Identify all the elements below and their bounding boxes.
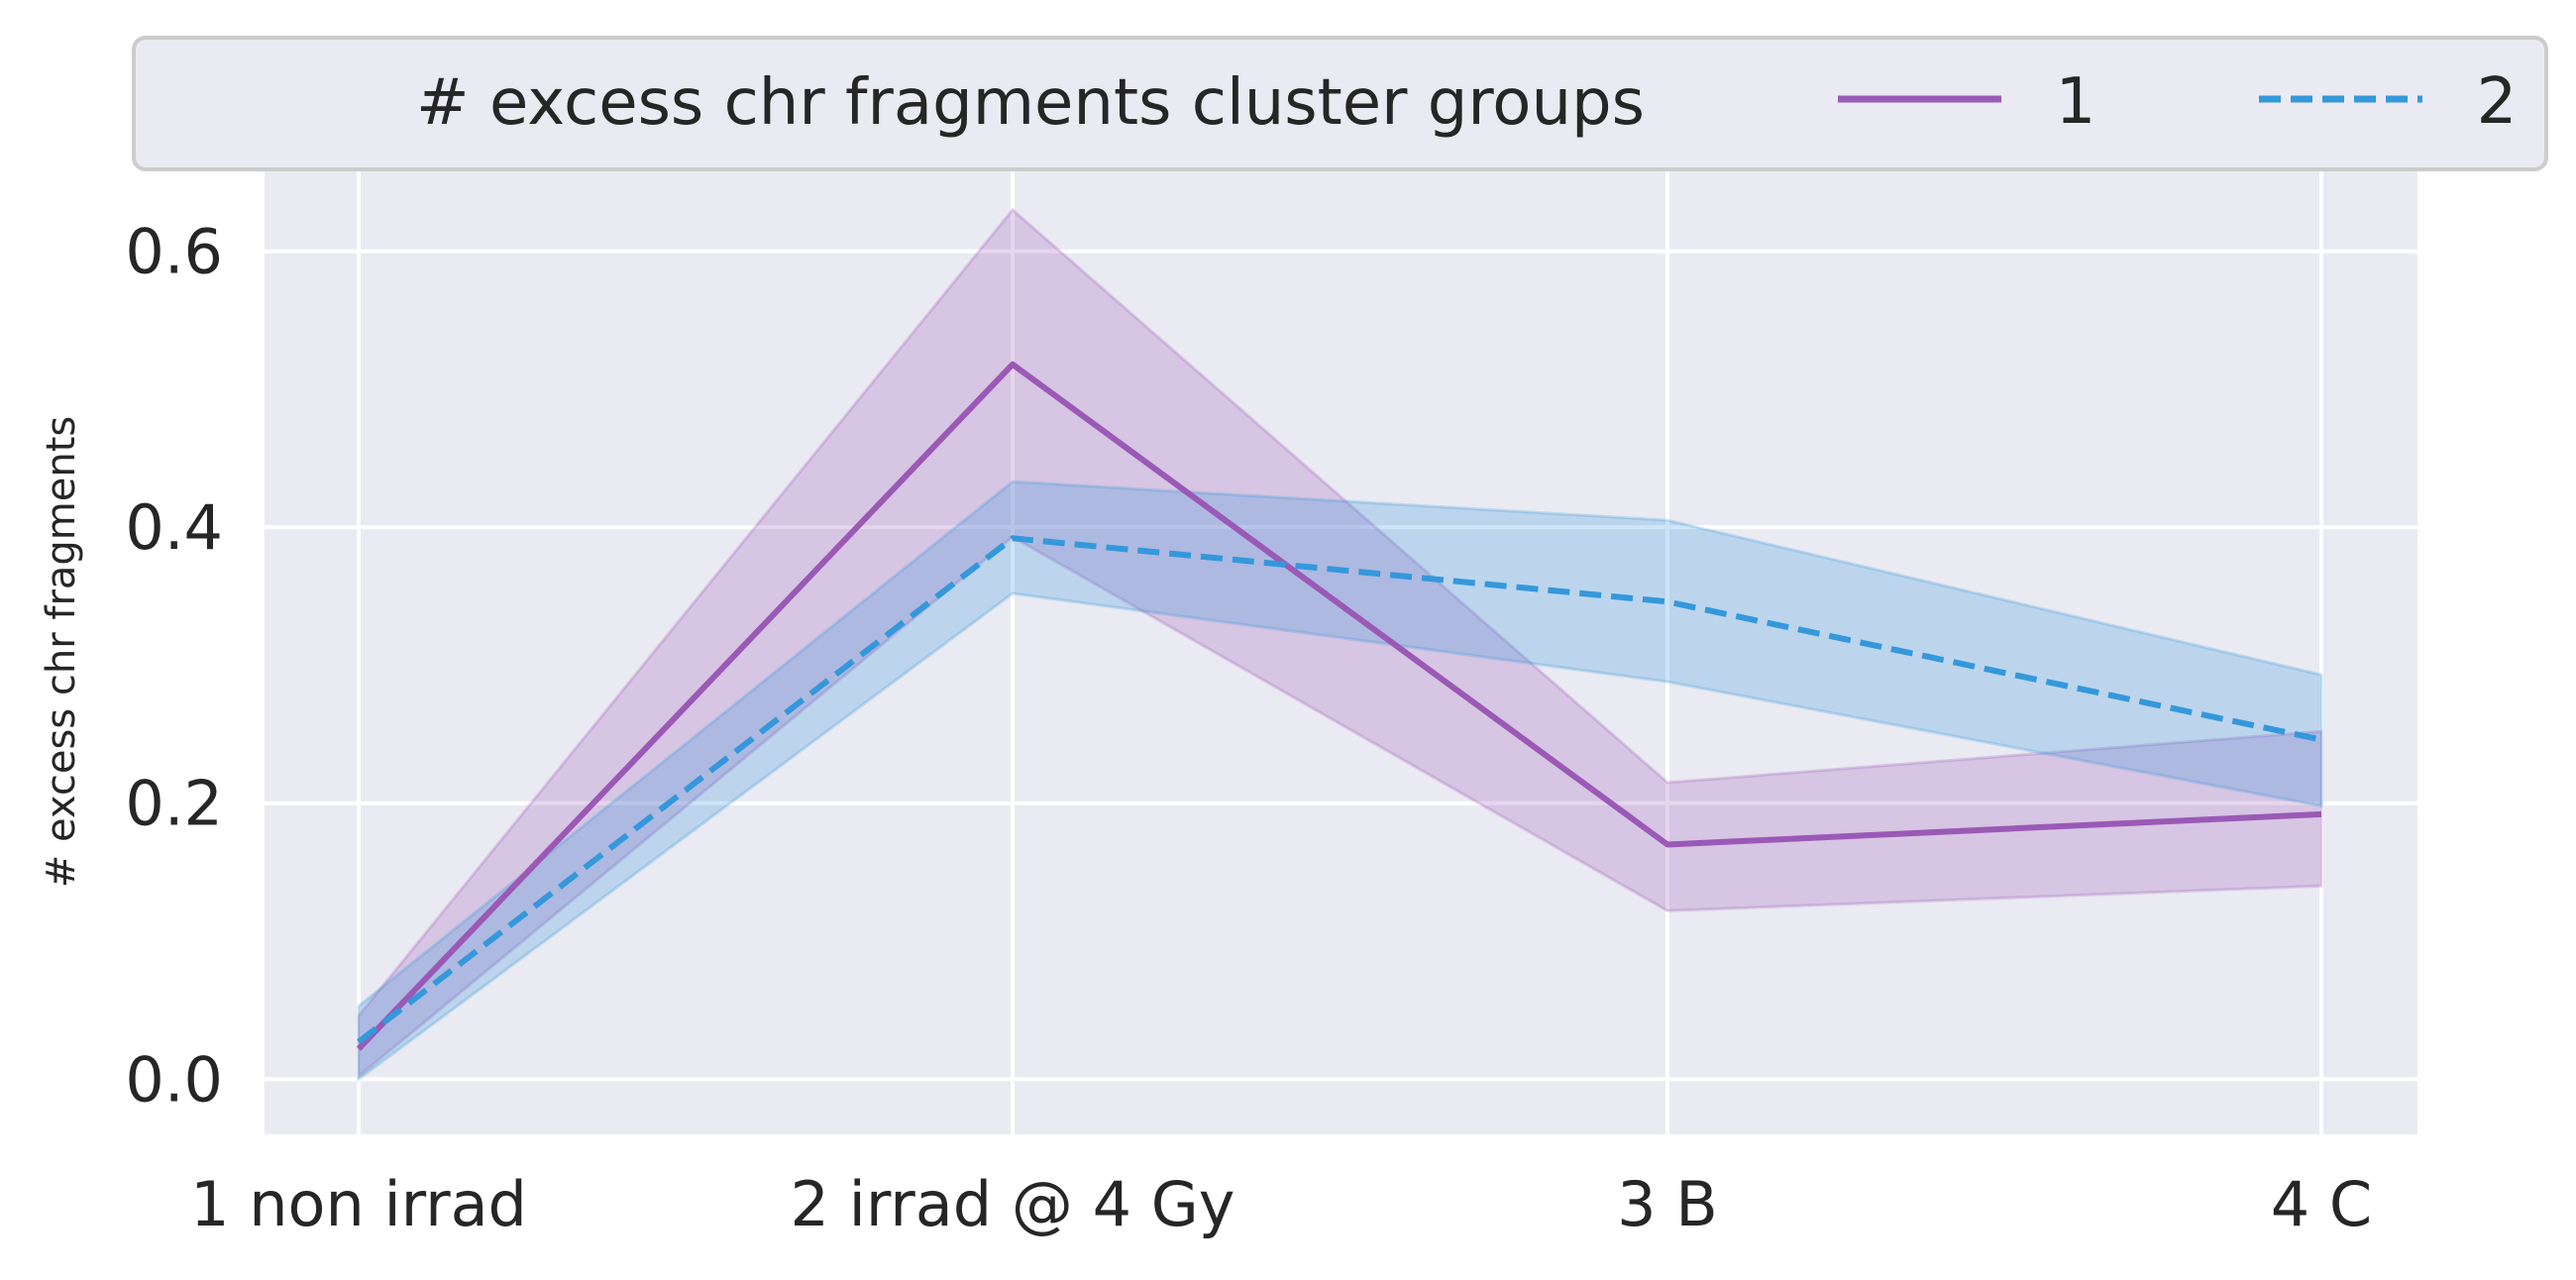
ci-band-series-1	[357, 207, 2323, 1080]
grid-lines	[265, 168, 2417, 1134]
x-tick-label: 4 C	[2271, 1168, 2372, 1240]
legend-box	[132, 36, 2548, 171]
confidence-bands	[357, 207, 2323, 1083]
x-tick-label: 1 non irrad	[190, 1168, 527, 1240]
legend-label-1: 1	[2056, 65, 2096, 139]
y-tick-label: 0.0	[125, 1043, 223, 1116]
legend-entry-1: 1	[1838, 65, 2095, 139]
series-line-1	[356, 361, 2322, 1051]
legend-entry-2: 2	[2259, 65, 2517, 139]
y-axis-label: # excess chr fragments	[39, 416, 84, 888]
y-tick-label: 0.6	[125, 216, 223, 288]
y-tick-label: 0.4	[125, 491, 223, 564]
x-tick-label: 2 irrad @ 4 Gy	[791, 1168, 1235, 1240]
x-tick-label: 3 B	[1617, 1168, 1718, 1240]
legend-title: # excess chr fragments cluster groups	[416, 66, 1645, 140]
plot-background	[265, 168, 2417, 1134]
series-lines	[356, 361, 2322, 1051]
legend-label-2: 2	[2477, 65, 2518, 139]
x-tick-labels: 1 non irrad 2 irrad @ 4 Gy 3 B 4 C	[190, 1168, 2372, 1240]
y-tick-labels: 0.0 0.2 0.4 0.6	[125, 216, 223, 1117]
ci-band-series-2	[357, 480, 2323, 1083]
series-line-2	[357, 535, 2322, 1045]
y-tick-label: 0.2	[125, 768, 223, 840]
